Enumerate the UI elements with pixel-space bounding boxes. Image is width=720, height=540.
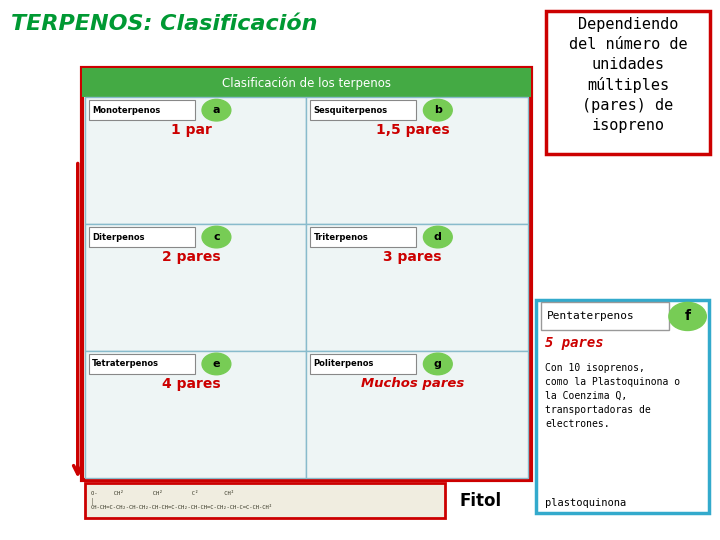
Text: b: b: [434, 105, 442, 115]
Text: Tetraterpenos: Tetraterpenos: [92, 360, 159, 368]
Bar: [82, 68, 531, 97]
Circle shape: [423, 99, 452, 121]
Bar: [310, 354, 416, 374]
Text: 3 pares: 3 pares: [383, 250, 442, 264]
Bar: [546, 11, 710, 154]
Text: Con 10 isoprenos,
como la Plastoquinona o
la Coenzima Q,
transportadoras de
elec: Con 10 isoprenos, como la Plastoquinona …: [545, 363, 680, 429]
Text: 4 pares: 4 pares: [162, 377, 220, 391]
Circle shape: [423, 353, 452, 375]
Bar: [310, 227, 416, 247]
Text: g: g: [434, 359, 442, 369]
Bar: [541, 302, 669, 330]
Bar: [85, 351, 307, 478]
Bar: [307, 224, 528, 351]
Text: Fitol: Fitol: [459, 492, 502, 510]
Text: 2 pares: 2 pares: [162, 250, 220, 264]
Text: d: d: [434, 232, 442, 242]
Text: Triterpenos: Triterpenos: [314, 233, 369, 241]
Text: Muchos pares: Muchos pares: [361, 377, 464, 390]
Bar: [89, 354, 195, 374]
Text: Clasificación de los terpenos: Clasificación de los terpenos: [222, 77, 391, 90]
Text: Dependiendo
del número de
unidades
múltiples
(pares) de
isopreno: Dependiendo del número de unidades múlti…: [569, 17, 687, 133]
Text: Politerpenos: Politerpenos: [314, 360, 374, 368]
Text: e: e: [212, 359, 220, 369]
Bar: [536, 300, 709, 513]
Text: plastoquinona: plastoquinona: [545, 497, 626, 508]
Bar: [85, 97, 307, 224]
Text: c: c: [213, 232, 220, 242]
Bar: [85, 483, 445, 518]
Text: O-     CH²         CH²         C²        CH²
│
CH-CH=C-CH₂-CH-CH₂-CH-CH=C-CH₂-CH: O- CH² CH² C² CH² │ CH-CH=C-CH₂-CH-CH₂-C…: [91, 491, 273, 510]
Bar: [89, 227, 195, 247]
Circle shape: [202, 99, 231, 121]
Text: 5 pares: 5 pares: [545, 336, 603, 350]
Bar: [310, 100, 416, 120]
Text: 1,5 pares: 1,5 pares: [376, 123, 449, 137]
Text: Sesquiterpenos: Sesquiterpenos: [314, 106, 387, 114]
Bar: [89, 100, 195, 120]
Text: Pentaterpenos: Pentaterpenos: [546, 312, 634, 321]
Text: Monoterpenos: Monoterpenos: [92, 106, 161, 114]
Text: a: a: [212, 105, 220, 115]
Text: Diterpenos: Diterpenos: [92, 233, 145, 241]
Text: f: f: [685, 309, 690, 323]
Circle shape: [202, 226, 231, 248]
Text: TERPENOS: Clasificación: TERPENOS: Clasificación: [11, 14, 318, 33]
Text: 1 par: 1 par: [171, 123, 212, 137]
Circle shape: [423, 226, 452, 248]
Bar: [82, 68, 531, 480]
Circle shape: [202, 353, 231, 375]
Circle shape: [669, 302, 706, 330]
Bar: [85, 224, 307, 351]
Bar: [307, 351, 528, 478]
Bar: [307, 97, 528, 224]
